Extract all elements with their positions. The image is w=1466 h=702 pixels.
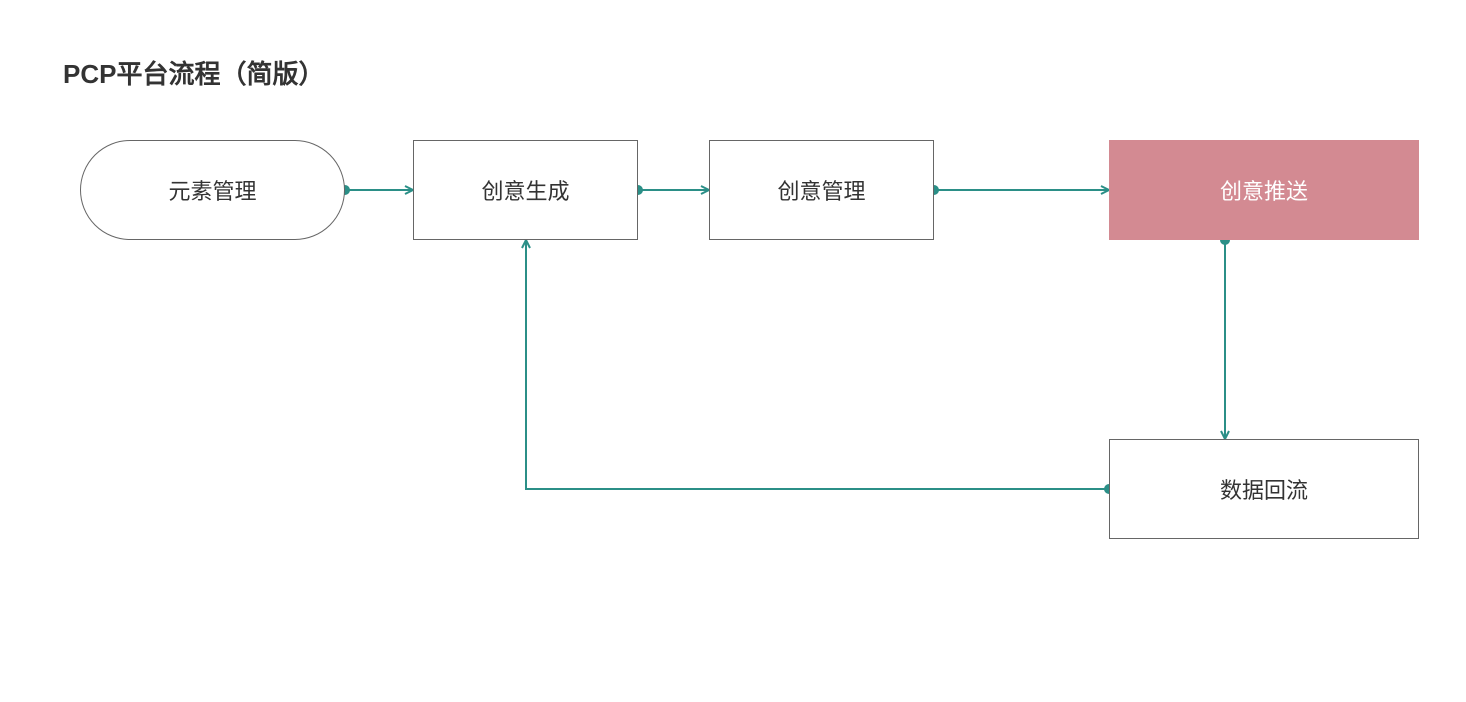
node-label: 创意推送 [1220,174,1308,206]
edges-layer [0,0,1466,702]
node-n3: 创意管理 [709,140,934,240]
node-label: 元素管理 [168,174,256,206]
node-label: 创意管理 [777,174,865,206]
diagram-canvas: PCP平台流程（简版） 元素管理 创意生成 创意管理 创意推送数据回流 [0,0,1466,702]
node-n5: 数据回流 [1109,439,1419,539]
node-n1: 元素管理 [80,140,345,240]
edge-n5-n2 [526,240,1109,489]
node-label: 创意生成 [481,174,569,206]
diagram-title: PCP平台流程（简版） [63,54,324,91]
node-n2: 创意生成 [413,140,638,240]
node-n4: 创意推送 [1109,140,1419,240]
node-label: 数据回流 [1220,473,1308,505]
